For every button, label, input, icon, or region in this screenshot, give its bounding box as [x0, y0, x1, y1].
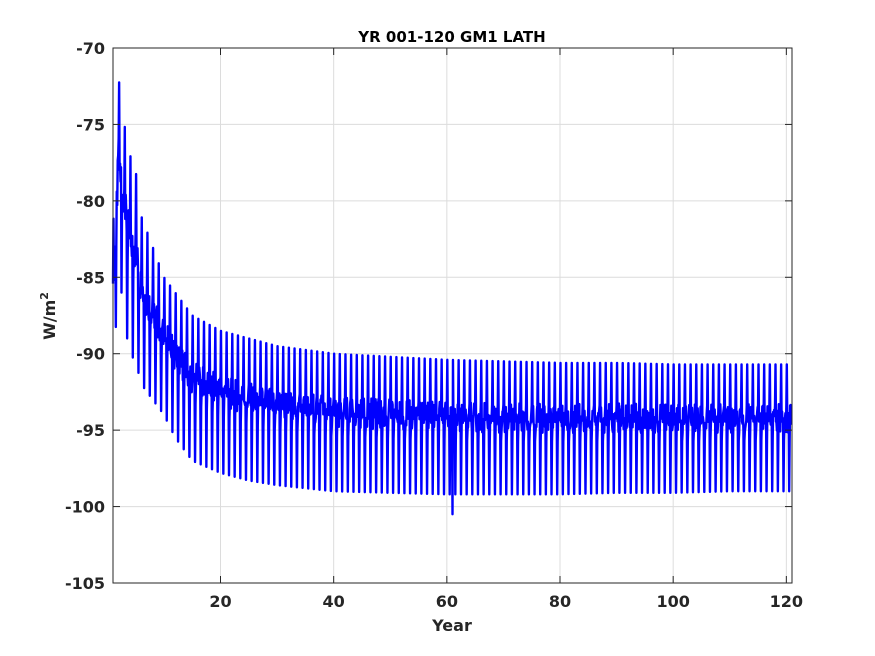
series-line — [111, 81, 793, 516]
x-tick-label: 60 — [436, 592, 458, 611]
y-tick-label: -95 — [76, 421, 105, 440]
plot-frame — [112, 47, 793, 584]
y-tick-label: -80 — [76, 192, 105, 211]
x-tick-label: 40 — [323, 592, 345, 611]
tick-marks — [113, 47, 792, 584]
chart-title: YR 001-120 GM1 LATH — [357, 28, 545, 46]
y-tick-label: -90 — [76, 345, 105, 364]
x-tick-label: 80 — [549, 592, 571, 611]
y-axis-label: W/m2 — [38, 292, 59, 340]
y-tick-label: -75 — [76, 115, 105, 134]
y-tick-label: -70 — [76, 39, 105, 58]
y-tick-label: -105 — [65, 574, 105, 593]
y-tick-label: -85 — [76, 268, 105, 287]
y-tick-label: -100 — [65, 498, 105, 517]
x-tick-label: 120 — [770, 592, 803, 611]
y-axis-label-superscript: 2 — [38, 292, 51, 300]
x-tick-label: 20 — [209, 592, 231, 611]
data-series — [111, 81, 793, 516]
x-tick-labels: 20 40 60 80 100 120 — [209, 592, 803, 611]
y-tick-labels: -70 -75 -80 -85 -90 -95 -100 -105 — [65, 39, 105, 593]
x-axis-label: Year — [431, 616, 472, 635]
x-tick-label: 100 — [656, 592, 689, 611]
y-axis-label-text: W/m — [40, 300, 59, 340]
